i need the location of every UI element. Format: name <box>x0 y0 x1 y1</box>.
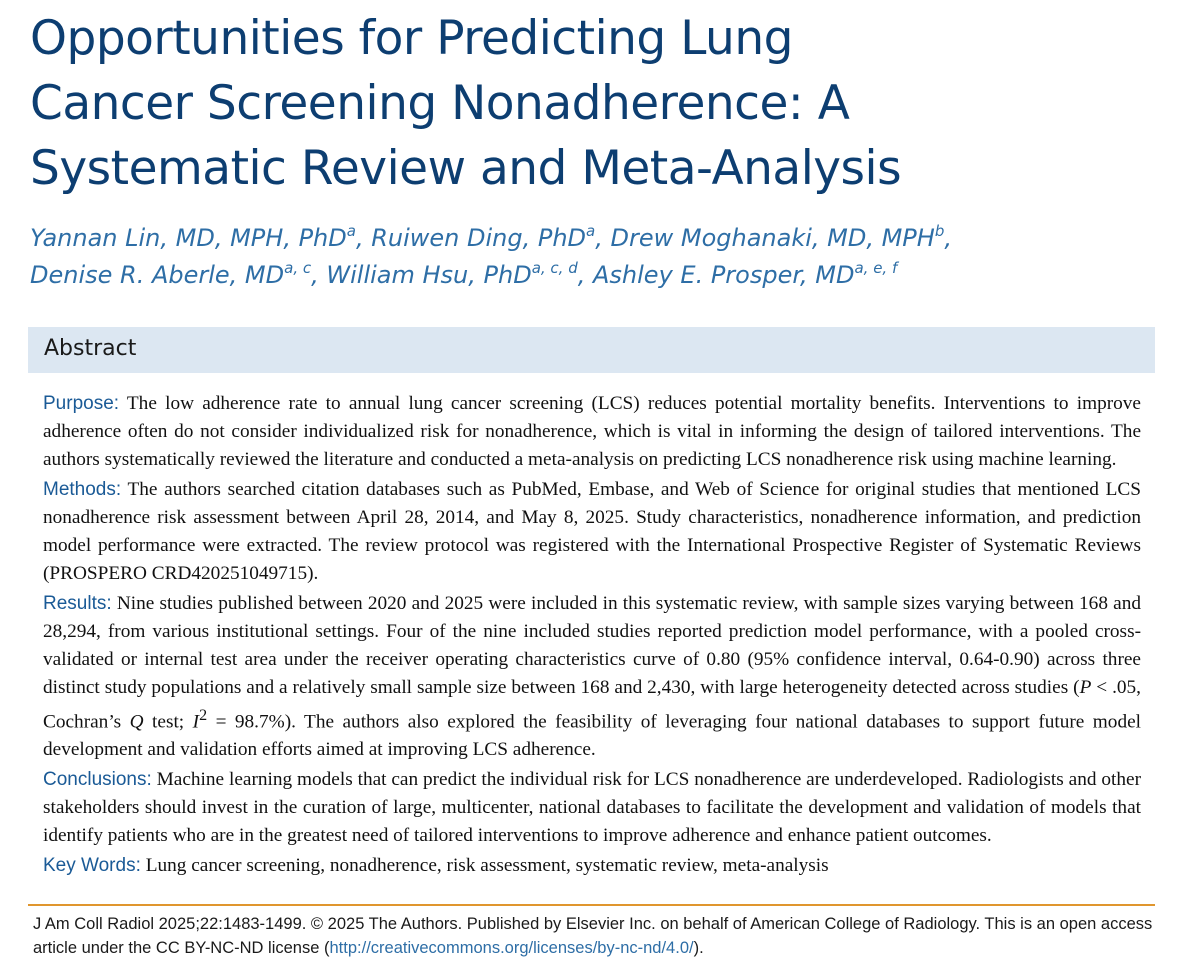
author-name[interactable]: Denise R. Aberle, MD <box>30 261 285 289</box>
author-affiliation: a, c, d <box>531 259 578 277</box>
abstract-purpose: Purpose: The low adherence rate to annua… <box>43 390 1141 474</box>
footer-divider <box>28 904 1155 906</box>
p-value-symbol: P <box>1079 677 1092 698</box>
author-line-1: Yannan Lin, MD, MPH, PhDa, Ruiwen Ding, … <box>30 220 1180 257</box>
keywords-text: Lung cancer screening, nonadherence, ris… <box>145 855 829 877</box>
conclusions-text: Machine learning models that can predict… <box>43 769 1141 847</box>
methods-text: The authors searched citation databases … <box>43 479 1141 584</box>
author-separator: , <box>577 261 593 289</box>
citation-end: ). <box>693 939 704 957</box>
author-separator: , <box>355 224 372 252</box>
abstract-results: Results: Nine studies published between … <box>43 590 1141 764</box>
author-affiliation: a <box>346 222 356 240</box>
abstract-keywords: Key Words: Lung cancer screening, nonadh… <box>43 852 1141 880</box>
author-line-2: Denise R. Aberle, MDa, c, William Hsu, P… <box>30 257 1180 294</box>
author-separator: , <box>595 224 611 252</box>
i-squared-exponent: 2 <box>199 707 208 724</box>
i-squared-symbol: I <box>192 711 200 733</box>
author-name[interactable]: Yannan Lin, MD, MPH, PhD <box>30 224 347 252</box>
abstract-body: Purpose: The low adherence rate to annua… <box>43 390 1141 882</box>
title-line-2: Cancer Screening Nonadherence: A <box>30 76 850 131</box>
author-name[interactable]: Ashley E. Prosper, MD <box>593 261 855 289</box>
abstract-conclusions: Conclusions: Machine learning models tha… <box>43 766 1141 850</box>
license-link[interactable]: http://creativecommons.org/licenses/by-n… <box>329 939 694 957</box>
abstract-header-bar: Abstract <box>28 327 1155 373</box>
author-affiliation: a, e, f <box>854 259 898 277</box>
methods-label: Methods: <box>43 479 122 500</box>
keywords-label: Key Words: <box>43 855 141 877</box>
results-text: = 98.7%). The authors also explored the … <box>43 711 1142 761</box>
author-affiliation: a <box>586 222 596 240</box>
title-line-1: Opportunities for Predicting Lung <box>30 11 793 66</box>
results-text: test; <box>143 711 193 733</box>
results-text: < .05, Cochran’s <box>43 677 1141 733</box>
author-separator: , <box>311 261 327 289</box>
title-line-3: Systematic Review and Meta-Analysis <box>30 141 902 196</box>
author-affiliation: b <box>934 222 945 240</box>
abstract-heading: Abstract <box>44 336 137 361</box>
author-name[interactable]: Ruiwen Ding, PhD <box>371 224 587 252</box>
author-list: Yannan Lin, MD, MPH, PhDa, Ruiwen Ding, … <box>30 220 1180 294</box>
author-name[interactable]: William Hsu, PhD <box>326 261 532 289</box>
purpose-text: The low adherence rate to annual lung ca… <box>43 393 1141 470</box>
author-separator: , <box>944 224 952 252</box>
q-test-symbol: Q <box>129 711 144 733</box>
results-label: Results: <box>43 593 112 614</box>
citation-footer: J Am Coll Radiol 2025;22:1483-1499. © 20… <box>33 912 1158 960</box>
author-affiliation: a, c <box>284 259 312 277</box>
citation-text: J Am Coll Radiol 2025;22:1483-1499. © 20… <box>33 915 1153 957</box>
results-text: Nine studies published between 2020 and … <box>43 593 1141 698</box>
conclusions-label: Conclusions: <box>43 769 152 791</box>
author-name[interactable]: Drew Moghanaki, MD, MPH <box>610 224 935 252</box>
abstract-methods: Methods: The authors searched citation d… <box>43 476 1141 588</box>
purpose-label: Purpose: <box>43 393 120 414</box>
article-title: Opportunities for Predicting Lung Cancer… <box>30 6 1180 201</box>
